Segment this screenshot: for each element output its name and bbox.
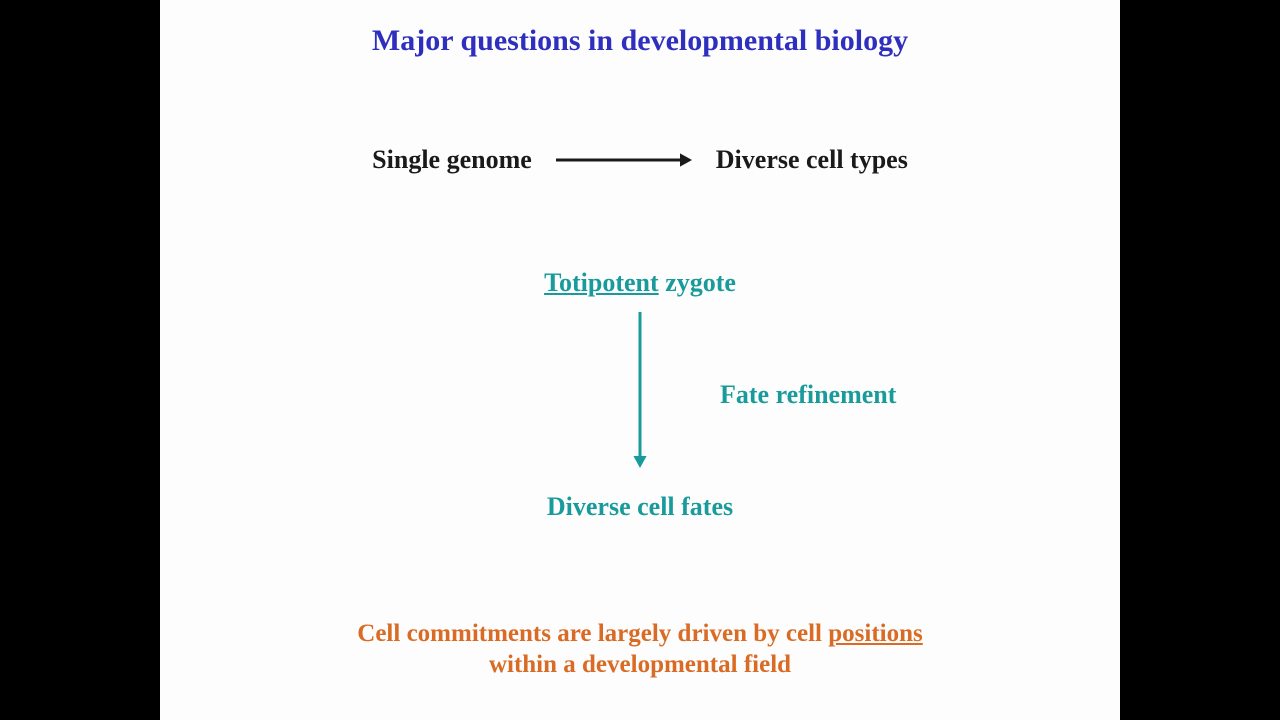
- fate-refinement-text: Fate refinement: [720, 380, 896, 409]
- slide: Major questions in developmental biology…: [160, 0, 1120, 720]
- zygote-label: Totipotent zygote: [160, 268, 1120, 298]
- diverse-cell-types-label: Diverse cell types: [716, 145, 908, 175]
- totipotent-text: Totipotent: [544, 268, 659, 297]
- genome-row: Single genome Diverse cell types: [160, 145, 1120, 175]
- bottom-statement: Cell commitments are largely driven by c…: [160, 618, 1120, 681]
- slide-title: Major questions in developmental biology: [160, 24, 1120, 58]
- arrow-right-icon: [554, 150, 694, 170]
- diverse-fates-label: Diverse cell fates: [160, 492, 1120, 522]
- bottom-underlined: positions: [828, 620, 922, 647]
- bottom-line2: within a developmental field: [489, 651, 791, 678]
- single-genome-label: Single genome: [372, 145, 532, 175]
- diverse-fates-text: Diverse cell fates: [547, 492, 733, 521]
- arrow-down-icon: [630, 310, 650, 470]
- arrow-down-wrap: [160, 310, 1120, 470]
- zygote-text: zygote: [659, 268, 736, 297]
- title-text: Major questions in developmental biology: [372, 24, 908, 57]
- fate-refinement-label: Fate refinement: [720, 380, 896, 410]
- bottom-pre: Cell commitments are largely driven by c…: [357, 620, 828, 647]
